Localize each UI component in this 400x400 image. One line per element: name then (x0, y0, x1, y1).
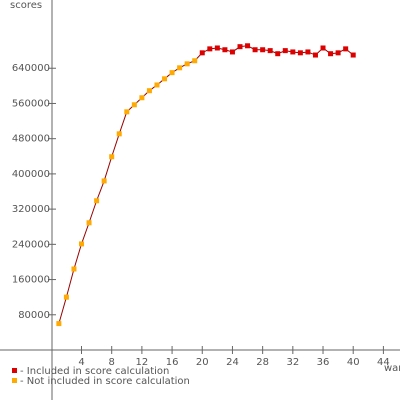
x-tick-label: 36 (317, 357, 330, 368)
point (282, 48, 288, 54)
point (343, 46, 349, 52)
point (245, 43, 251, 49)
point (139, 95, 145, 101)
point (312, 52, 318, 58)
point (237, 44, 243, 50)
point (350, 52, 356, 58)
x-tick-label: 20 (196, 357, 209, 368)
y-tick-label: 80000 (18, 310, 50, 321)
point (328, 51, 334, 57)
point (199, 50, 205, 56)
x-tick-label: 4 (78, 357, 84, 368)
y-tick-label: 240000 (12, 239, 50, 250)
point (169, 70, 175, 76)
legend-swatch (12, 368, 17, 373)
point (86, 220, 92, 226)
point (207, 46, 213, 52)
x-tick-label: 32 (286, 357, 299, 368)
x-tick-label: 8 (109, 357, 115, 368)
point (305, 49, 311, 55)
point (162, 76, 168, 82)
point (214, 45, 220, 51)
x-tick-label: 28 (256, 357, 269, 368)
point (184, 61, 190, 67)
point (192, 58, 198, 64)
point (146, 88, 152, 94)
legend-label: - Included in score calculation (20, 366, 169, 377)
point (116, 131, 122, 137)
point (131, 102, 137, 108)
y-tick-label: 640000 (12, 63, 50, 74)
x-tick-label: 12 (136, 357, 149, 368)
point (109, 154, 115, 160)
x-axis-label: war (384, 363, 400, 374)
y-tick-label: 400000 (12, 169, 50, 180)
point (222, 47, 228, 53)
series-line (58, 60, 195, 324)
y-tick-label: 320000 (12, 204, 50, 215)
y-tick-label: 480000 (12, 134, 50, 145)
point (101, 178, 107, 184)
point (320, 45, 326, 51)
point (177, 65, 183, 71)
point (94, 198, 100, 204)
point (154, 82, 160, 88)
point (290, 49, 296, 55)
x-tick-label: 24 (226, 357, 239, 368)
y-tick-label: 560000 (12, 98, 50, 109)
point (71, 266, 77, 272)
point (260, 47, 266, 53)
point (275, 51, 281, 57)
point (124, 109, 130, 115)
y-axis-label: scores (10, 0, 42, 11)
point (297, 50, 303, 56)
x-tick-label: 16 (166, 357, 179, 368)
legend-label: - Not included in score calculation (20, 376, 190, 387)
x-tick-label: 44 (377, 357, 390, 368)
point (79, 241, 85, 247)
x-tick-label: 40 (347, 357, 360, 368)
point (229, 49, 235, 55)
legend-swatch (12, 378, 17, 383)
point (335, 50, 341, 56)
point (252, 47, 258, 53)
point (56, 321, 62, 327)
point (267, 48, 273, 54)
y-tick-label: 160000 (12, 275, 50, 286)
point (63, 294, 69, 300)
